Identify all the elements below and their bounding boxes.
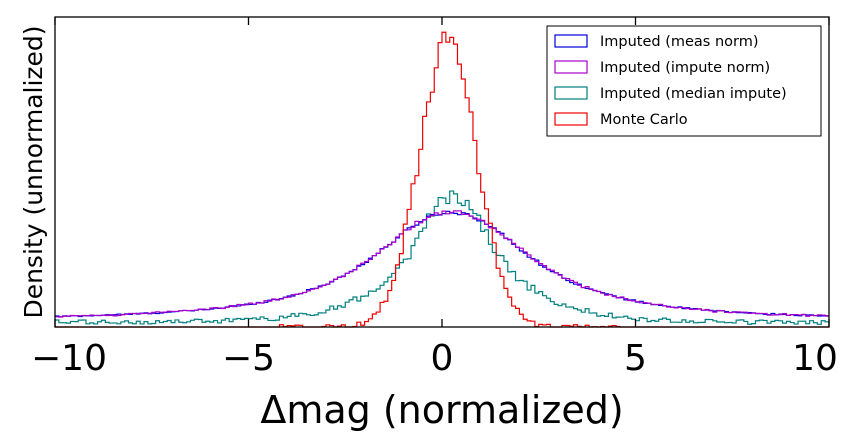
x-tick-label: −10 [31,338,107,379]
histogram-series-0 [55,210,829,318]
legend-swatch [554,86,588,100]
legend-swatch [554,112,588,126]
legend-box [546,25,822,137]
legend-label: Imputed (meas norm) [600,34,759,50]
x-tick-label: 10 [792,338,838,379]
y-axis-label: Density (unnormalized) [19,25,48,318]
x-tick-label: 0 [431,338,454,379]
legend-label: Imputed (median impute) [600,86,787,102]
legend-swatch [554,34,588,48]
x-axis-ticks: −10 −5 0 5 10 [31,17,838,379]
histogram-series-2 [55,190,829,325]
x-axis-label: Δmag (normalized) [260,388,623,432]
x-tick-label: −5 [222,338,275,379]
legend-label: Imputed (impute norm) [600,60,770,76]
legend: Imputed (meas norm) Imputed (impute norm)… [546,25,822,137]
x-tick-label: 5 [624,338,647,379]
histogram-series-1 [55,210,829,318]
legend-label: Monte Carlo [600,112,688,128]
legend-swatch [554,60,588,74]
